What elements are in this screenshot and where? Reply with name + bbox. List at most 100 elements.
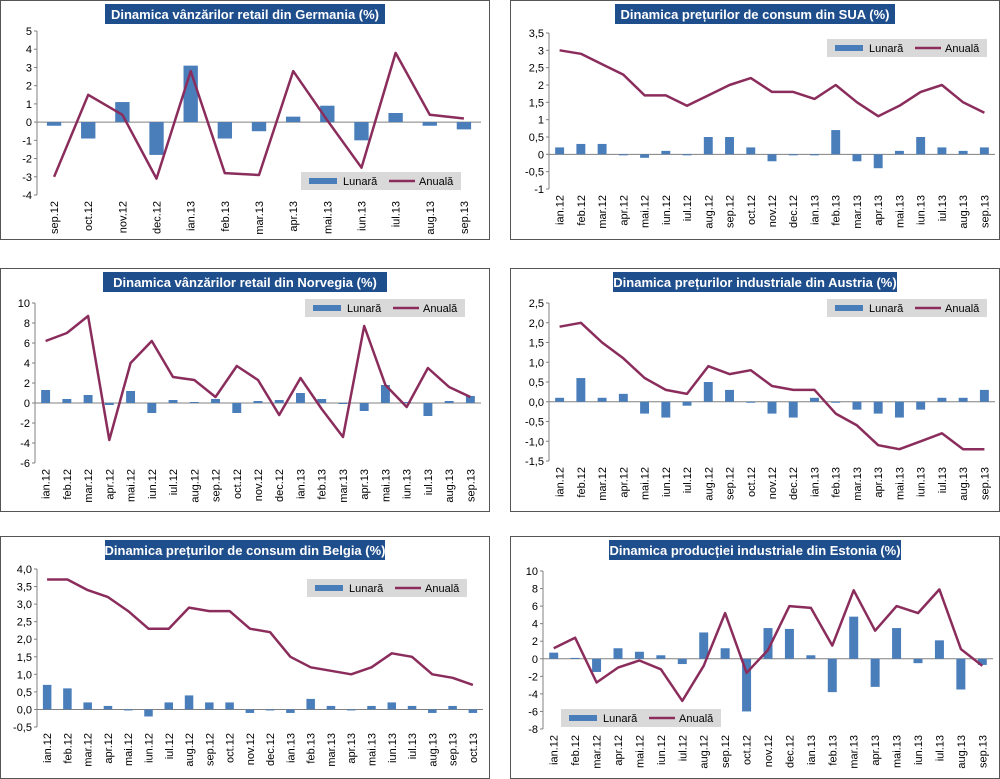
austria-y-tick-label: -1,0 — [525, 436, 544, 448]
usa-y-tick-label: -1 — [534, 184, 544, 196]
norway-y-tick-label: -4 — [20, 438, 30, 450]
norway-legend: Lunară Anuală — [305, 299, 465, 317]
austria-bar — [725, 389, 734, 402]
usa-bar — [725, 137, 734, 155]
usa-x-tick-label: sep.12 — [725, 195, 737, 228]
usa-bar — [810, 154, 819, 156]
austria-x-tick-label: mai.13 — [894, 467, 906, 500]
austria-bar — [916, 401, 926, 410]
austria-y-tick-label: -0,5 — [525, 417, 544, 429]
belgium-x-tick-label: dec.12 — [265, 733, 277, 766]
usa-bar — [958, 150, 968, 155]
austria-bar — [618, 393, 628, 402]
estonia-bar — [570, 657, 580, 659]
austria-x-tick-label: nov.12 — [767, 467, 779, 499]
norway-bar — [62, 399, 72, 403]
norway-x-tick-label: feb.13 — [317, 469, 329, 500]
austria-y-tick-label: 2,0 — [529, 318, 544, 330]
estonia-legend-bg — [561, 709, 721, 727]
norway-bar — [317, 399, 327, 403]
usa-y-tick-label: 3 — [538, 45, 544, 57]
usa-x-tick-label: nov.12 — [767, 195, 779, 227]
estonia-x-tick-label: aug.12 — [699, 735, 711, 769]
estonia-y-tick-label: 6 — [532, 601, 538, 613]
belgium-bar — [245, 709, 255, 713]
estonia-y-tick-label: -6 — [528, 706, 538, 718]
austria-legend: Lunară Anuală — [827, 299, 987, 317]
belgium-x-tick-label: mar.13 — [326, 733, 338, 767]
chart-svg-belgium: Dinamica prețurilor de consum din Belgia… — [13, 540, 483, 767]
usa-bar — [894, 150, 904, 155]
germany-y-tick-label: 1 — [26, 99, 32, 111]
chart-svg-germany: Dinamica vânzărilor retail din Germania … — [22, 4, 481, 235]
germany-bar — [354, 122, 369, 141]
estonia-x-tick-label: ian.12 — [549, 735, 561, 765]
germany-bar — [422, 122, 437, 126]
belgium-bar — [83, 702, 92, 710]
belgium-bar — [346, 709, 356, 711]
usa-y-tick-label: 0,5 — [529, 132, 544, 144]
norway-x-tick-label: iul.12 — [168, 469, 180, 495]
belgium-y-tick-label: 1,5 — [17, 652, 32, 664]
norway-x-tick-label: sep.13 — [465, 469, 477, 502]
estonia-legend-bar-swatch — [569, 715, 597, 721]
belgium-x-tick-label: oct.12 — [225, 733, 237, 763]
austria-legend-bar-swatch — [835, 305, 863, 311]
belgium-bar — [225, 702, 234, 710]
usa-x-tick-label: apr.12 — [618, 195, 630, 226]
norway-bar — [126, 391, 136, 403]
germany-y-tick-label: -1 — [22, 135, 32, 147]
austria-bar — [682, 401, 692, 406]
austria-legend-bg — [827, 299, 987, 317]
belgium-bar — [123, 709, 133, 711]
germany-y-tick-label: -4 — [22, 190, 32, 202]
estonia-bar — [870, 658, 880, 687]
norway-bar — [41, 390, 51, 403]
norway-y-tick-label: 0 — [24, 398, 30, 410]
germany-x-tick-label: nov.12 — [117, 201, 129, 233]
norway-bar — [147, 403, 157, 413]
belgium-bar — [367, 705, 376, 710]
germany-x-tick-label: iul.13 — [391, 201, 403, 227]
belgium-bar — [103, 705, 113, 710]
austria-y-tick-label: 1,5 — [529, 338, 544, 350]
norway-legend-annual: Anuală — [423, 303, 458, 315]
norway-x-tick-label: sep.12 — [211, 469, 223, 502]
belgium-x-tick-label: feb.13 — [306, 733, 318, 764]
belgium-bar — [286, 709, 295, 713]
belgium-x-tick-label: mai.13 — [367, 733, 379, 766]
estonia-bar — [549, 652, 559, 659]
estonia-bar — [913, 658, 923, 664]
belgium-x-tick-label: mar.12 — [83, 733, 95, 767]
belgium-y-tick-label: 3,0 — [17, 599, 32, 611]
germany-y-tick-label: 5 — [26, 26, 32, 38]
norway-bar — [232, 403, 242, 413]
austria-bar — [597, 397, 607, 402]
estonia-bar — [806, 655, 816, 659]
belgium-y-tick-label: 1,0 — [17, 669, 32, 681]
estonia-x-tick-label: sep.13 — [977, 735, 989, 768]
chart-panel-germany: Dinamica vânzărilor retail din Germania … — [0, 0, 490, 240]
usa-x-tick-label: ian.13 — [809, 195, 821, 225]
norway-y-tick-label: 2 — [24, 378, 30, 390]
germany-x-tick-label: oct.12 — [83, 201, 95, 231]
austria-y-tick-label: -1,5 — [525, 456, 544, 468]
austria-x-tick-label: dec.12 — [788, 467, 800, 500]
austria-x-tick-label: aug.12 — [703, 467, 715, 501]
estonia-bar — [634, 651, 644, 659]
estonia-y-tick-label: 2 — [532, 636, 538, 648]
norway-x-tick-label: feb.12 — [62, 469, 74, 500]
norway-legend-bar-swatch — [313, 305, 341, 311]
estonia-x-tick-label: dec.12 — [784, 735, 796, 768]
austria-bar — [852, 401, 862, 410]
norway-x-tick-label: aug.12 — [189, 469, 201, 503]
chart-panel-usa: Dinamica prețurilor de consum din SUA (%… — [510, 0, 1000, 240]
austria-x-tick-label: sep.13 — [979, 467, 991, 500]
estonia-bar — [934, 640, 944, 659]
belgium-bar — [407, 705, 417, 710]
usa-x-tick-label: mar.13 — [852, 195, 864, 229]
austria-x-tick-label: iul.12 — [682, 467, 694, 493]
chart-svg-austria: Dinamica prețurilor industriale din Aust… — [525, 272, 995, 501]
norway-x-tick-label: iun.12 — [147, 469, 159, 499]
belgium-y-tick-label: 0,0 — [17, 704, 32, 716]
